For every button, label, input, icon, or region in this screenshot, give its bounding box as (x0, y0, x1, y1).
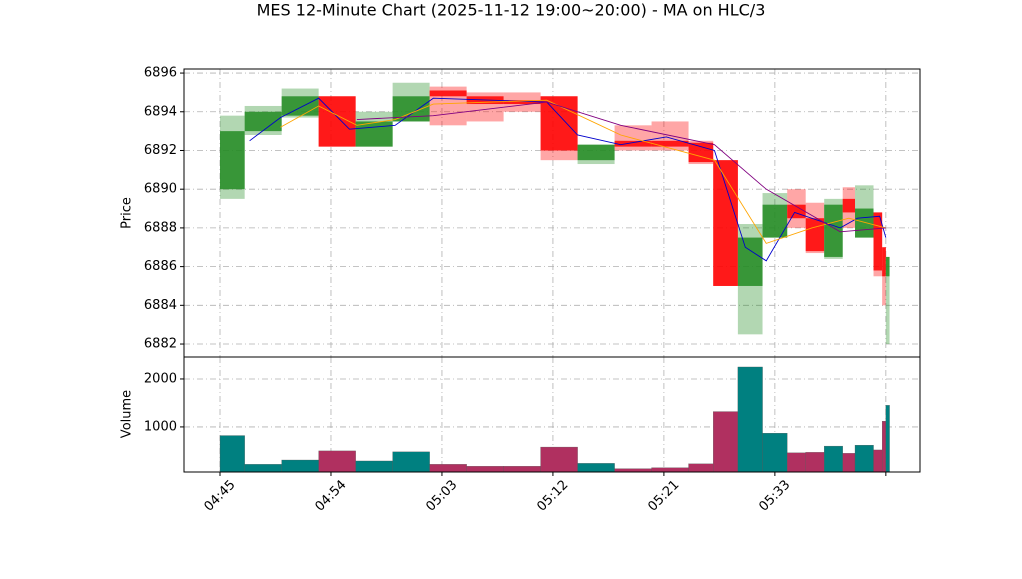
x-tick-label: 04:54 (312, 477, 349, 514)
x-tick-label: 05:33 (756, 477, 793, 514)
candle-body (688, 142, 714, 163)
volume-bar (873, 449, 883, 473)
candle-body (355, 121, 393, 147)
candle-body (244, 111, 282, 132)
candle-body (281, 96, 319, 116)
volume-bar (881, 421, 886, 473)
y-tick-label: 6884 (144, 298, 177, 313)
x-tick-label: 04:45 (201, 477, 238, 514)
volume-bar (762, 433, 788, 473)
candle-body (577, 144, 615, 161)
volume-bar (281, 459, 319, 473)
x-tick-label: 05:03 (423, 477, 460, 514)
volume-axis-label: Volume (120, 390, 135, 438)
candle-body (713, 160, 738, 286)
volume-bar (842, 453, 856, 473)
volume-bar (540, 446, 578, 473)
volume-bar (466, 466, 504, 473)
ma-line (280, 99, 886, 244)
volume-bar (787, 452, 806, 473)
candle-body (805, 218, 825, 252)
candle-wick (885, 256, 890, 345)
volume-bar (577, 463, 615, 473)
candle-body (614, 140, 652, 147)
candle-body (540, 96, 578, 151)
candle-body (762, 204, 788, 238)
volume-bar (244, 464, 282, 473)
volume-bar (355, 460, 393, 473)
candle-body (737, 237, 763, 286)
candle-body (651, 140, 689, 147)
candle-body (842, 198, 856, 213)
y-tick-label: 6882 (144, 337, 177, 352)
y-tick-label: 6890 (144, 182, 177, 197)
candle-body (824, 204, 843, 257)
candle-body (882, 247, 886, 277)
candle-body (503, 100, 541, 105)
volume-bar (688, 463, 714, 473)
volume-bar (392, 451, 430, 473)
volume-bar (713, 411, 739, 473)
y-tick-label: 6888 (144, 220, 177, 235)
ma-line (356, 101, 886, 233)
candle-body (429, 90, 467, 97)
volume-bar (885, 405, 890, 473)
y-tick-label: 6886 (144, 259, 177, 274)
volume-bar (614, 468, 652, 473)
volume-tick-label: 2000 (144, 371, 177, 386)
volume-bar (429, 464, 467, 473)
volume-bar (824, 445, 843, 473)
volume-bar (651, 467, 689, 473)
volume-tick-label: 1000 (144, 419, 177, 434)
candle-body (885, 256, 890, 277)
y-axis-label: Price (120, 197, 135, 229)
candle-body (873, 212, 883, 271)
volume-bar (805, 452, 825, 473)
volume-bar (318, 450, 356, 473)
y-tick-label: 6892 (144, 143, 177, 158)
volume-bar (737, 366, 763, 473)
x-tick-label: 05:21 (645, 477, 682, 514)
candle-body (220, 131, 245, 190)
chart-title: MES 12-Minute Chart (2025-11-12 19:00~20… (257, 1, 766, 20)
x-tick-label: 05:12 (534, 477, 571, 514)
volume-bar (219, 435, 245, 473)
y-tick-label: 6894 (144, 104, 177, 119)
volume-bar (854, 444, 874, 473)
volume-frame (183, 356, 921, 473)
volume-bar (503, 466, 541, 473)
y-tick-label: 6896 (144, 66, 177, 81)
candle-body (855, 208, 874, 238)
